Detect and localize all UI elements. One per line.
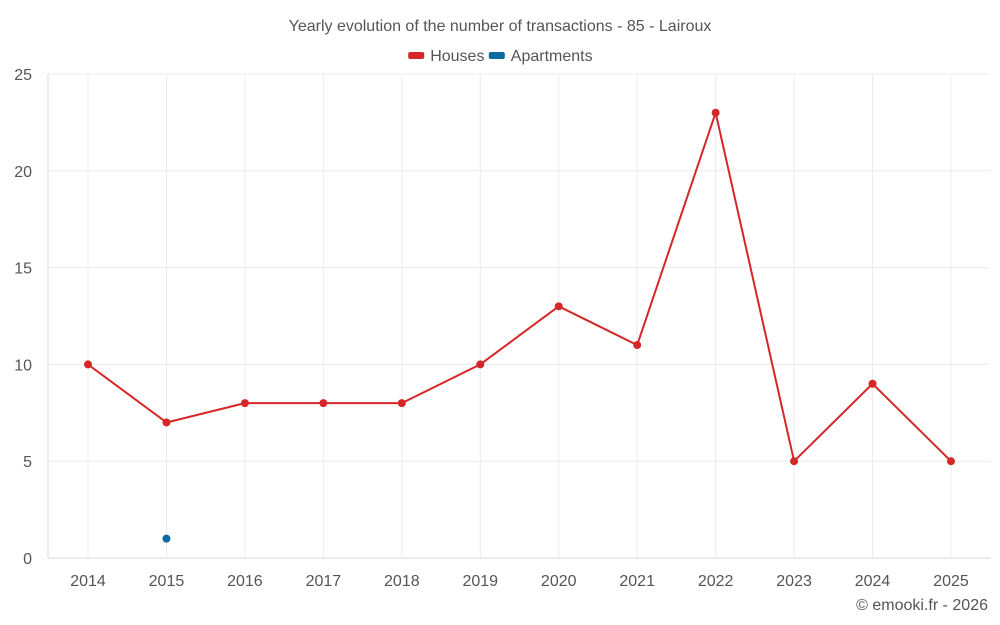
x-tick-label: 2021 — [619, 573, 655, 590]
y-tick-label: 10 — [14, 357, 32, 374]
y-tick-label: 20 — [14, 164, 32, 181]
data-point-houses-2025[interactable] — [947, 457, 955, 466]
data-point-houses-2014[interactable] — [84, 360, 92, 369]
x-tick-label: 2018 — [384, 573, 420, 590]
y-tick-label: 0 — [23, 551, 32, 568]
data-point-houses-2021[interactable] — [633, 341, 642, 350]
data-point-houses-2018[interactable] — [397, 399, 406, 408]
series-line-houses — [87, 111, 952, 463]
x-tick-label: 2015 — [149, 573, 185, 590]
data-point-apartments-2015[interactable] — [162, 534, 171, 543]
x-tick-label: 2023 — [776, 573, 812, 590]
series-layer — [84, 108, 955, 543]
x-tick-label: 2014 — [70, 573, 106, 590]
legend-label-apartments[interactable]: Apartments — [511, 48, 593, 65]
chart-title: Yearly evolution of the number of transa… — [289, 18, 712, 35]
legend-swatch-apartments — [488, 52, 505, 59]
x-tick-label: 2025 — [933, 573, 969, 590]
legend: Houses Apartments — [408, 48, 593, 65]
x-tick-label: 2016 — [227, 573, 263, 590]
data-point-houses-2023[interactable] — [790, 457, 799, 466]
y-tick-label: 5 — [23, 454, 32, 471]
x-tick-label: 2020 — [541, 573, 577, 590]
data-point-houses-2024[interactable] — [868, 379, 877, 388]
data-point-houses-2019[interactable] — [476, 360, 485, 369]
y-tick-label: 25 — [14, 67, 32, 84]
y-tick-label: 15 — [14, 261, 32, 278]
data-point-houses-2022[interactable] — [711, 108, 720, 117]
data-point-houses-2017[interactable] — [319, 399, 328, 408]
data-point-houses-2020[interactable] — [554, 302, 563, 311]
x-tick-label: 2022 — [698, 573, 734, 590]
legend-label-houses[interactable]: Houses — [430, 48, 484, 65]
x-tick-label: 2019 — [462, 573, 498, 590]
x-tick-label: 2024 — [855, 573, 891, 590]
data-point-houses-2015[interactable] — [162, 418, 171, 427]
footer-credit: © emooki.fr - 2026 — [856, 597, 988, 614]
grid-layer — [48, 73, 990, 559]
x-tick-label: 2017 — [306, 573, 342, 590]
data-point-houses-2016[interactable] — [240, 399, 249, 408]
legend-swatch-houses — [408, 52, 425, 59]
